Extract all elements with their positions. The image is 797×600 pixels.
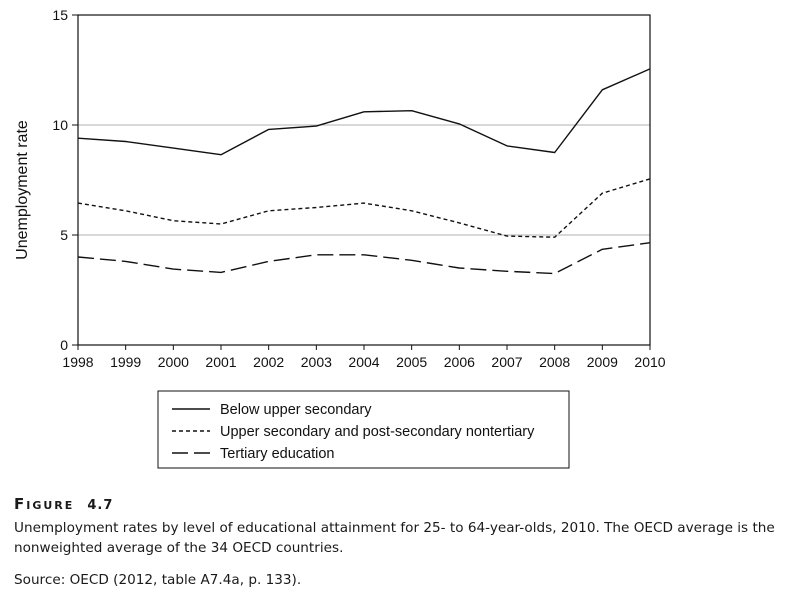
figure-word: FIGURE [14,495,75,513]
figure-source: Source: OECD (2012, table A7.4a, p. 133)… [14,572,302,588]
figure-description: Unemployment rates by level of education… [14,520,775,556]
series-line-3 [77,242,651,275]
x-tick-label: 2009 [587,354,618,370]
y-tick-label: 0 [60,337,68,353]
x-tick-label: 2004 [348,354,379,370]
y-tick-label: 5 [60,227,68,243]
x-tick-label: 1999 [110,354,141,370]
legend-box [157,390,570,469]
x-tick-label: 2005 [396,354,427,370]
figure-caption: FIGURE 4.7 Unemployment rates by level o… [14,494,794,590]
series-line-1 [77,68,651,156]
x-tick-label: 2001 [205,354,236,370]
x-tick-label: 2000 [158,354,189,370]
x-tick-label: 2003 [301,354,332,370]
legend-items: Below upper secondary Upper secondary and… [172,402,535,462]
legend: Below upper secondary Upper secondary and… [157,390,570,469]
y-axis-title: Unemployment rate [14,120,31,260]
x-tick-label: 2002 [253,354,284,370]
line-chart: 0 5 10 15 1998 1999 2000 2001 2002 2003 2004 2005 20… [14,7,666,469]
y-tick-label: 15 [52,7,68,23]
legend-label-3: Tertiary education [220,446,334,462]
y-tick-label: 10 [52,117,68,133]
gridlines [78,124,650,236]
legend-label-1: Below upper secondary [220,402,372,418]
axis-ticks: 0 5 10 15 1998 1999 2000 2001 2002 2003 2004 2005 20… [52,7,665,370]
series-lines [77,68,651,275]
series-line-2 [77,178,651,238]
legend-label-2: Upper secondary and post-secondary nonte… [220,424,535,440]
figure-number: 4.7 [87,498,114,513]
x-tick-label: 1998 [62,354,93,370]
plot-frame [77,14,651,346]
x-tick-label: 2006 [444,354,475,370]
figure-label: FIGURE 4.7 [14,494,794,516]
x-tick-label: 2010 [634,354,665,370]
x-tick-label: 2007 [491,354,522,370]
x-tick-label: 2008 [539,354,570,370]
